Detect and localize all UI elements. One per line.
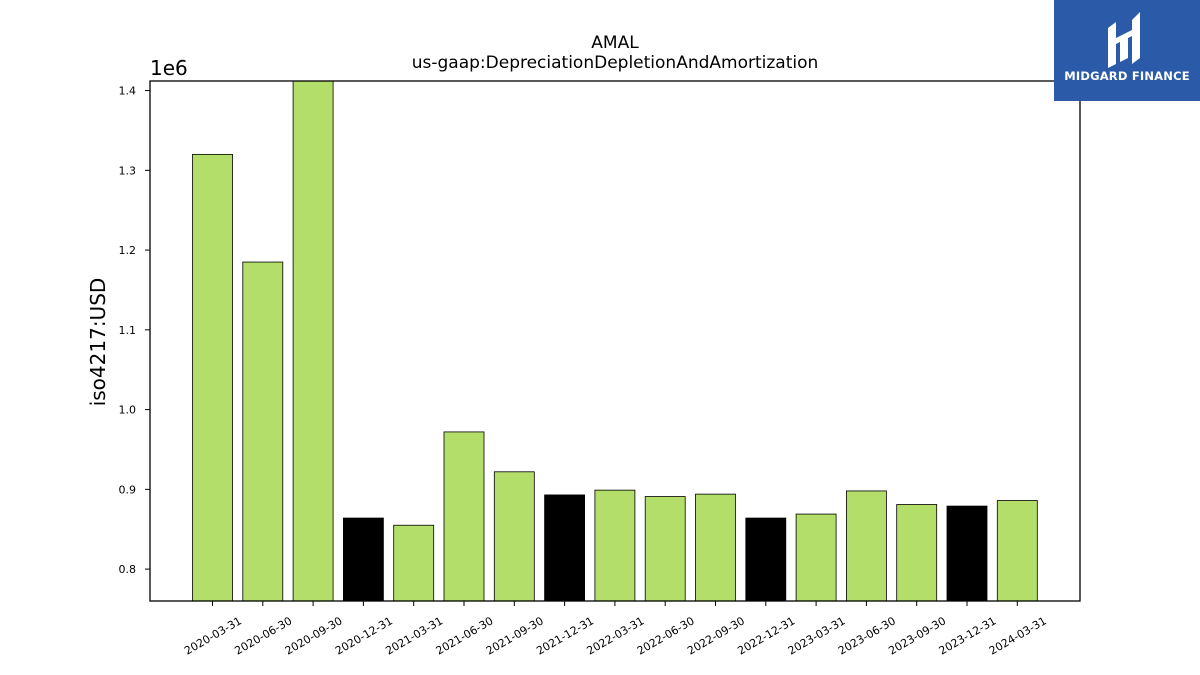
bar-2021-03-31 (393, 524, 435, 602)
brand-logo: MIDGARD FINANCE (1054, 0, 1200, 101)
bar-2023-03-31 (795, 513, 837, 602)
bar-2021-09-30 (493, 471, 535, 602)
y-tick-label: 1.4 (119, 85, 137, 98)
bar-2020-09-30 (292, 80, 334, 602)
y-tick-label: 1.3 (119, 164, 137, 177)
midgard-logo-icon (1108, 12, 1140, 68)
y-tick-label: 1.2 (119, 244, 137, 257)
bar-2022-03-31 (594, 489, 636, 602)
bar-2022-06-30 (644, 496, 686, 602)
brand-name: MIDGARD FINANCE (1064, 69, 1190, 83)
y-axis-offset-label: 1e6 (150, 56, 188, 80)
chart-subtitle: us-gaap:DepreciationDepletionAndAmortiza… (412, 53, 819, 73)
y-tick-label: 0.8 (119, 563, 137, 576)
y-ticks-group: 0.8 0.9 1.0 1.1 1.2 1.3 1.4 (119, 85, 150, 576)
y-tick-label: 1.0 (119, 404, 137, 417)
bar-2023-06-30 (846, 490, 887, 602)
bar-2020-12-31 (342, 517, 384, 602)
bar-2023-09-30 (896, 504, 938, 602)
bar-2022-09-30 (695, 493, 736, 602)
bar-2024-03-31 (996, 500, 1038, 602)
chart-title: AMAL (591, 33, 639, 53)
x-tick-label: 2024-03-31 (987, 614, 1049, 657)
bar-2022-12-31 (745, 517, 787, 602)
bar-2023-12-31 (946, 505, 988, 602)
x-ticks-group: 2020-03-312020-06-302020-09-302020-12-31… (182, 601, 1049, 658)
bars-group (192, 80, 1038, 602)
bar-2020-06-30 (242, 261, 284, 602)
bar-2021-06-30 (443, 431, 485, 602)
y-tick-label: 0.9 (119, 483, 137, 496)
bar-2020-03-31 (192, 153, 233, 602)
bar-2021-12-31 (544, 494, 585, 602)
y-axis-label: iso4217:USD (86, 278, 110, 407)
y-tick-label: 1.1 (119, 324, 137, 337)
plot-frame (149, 80, 1081, 602)
